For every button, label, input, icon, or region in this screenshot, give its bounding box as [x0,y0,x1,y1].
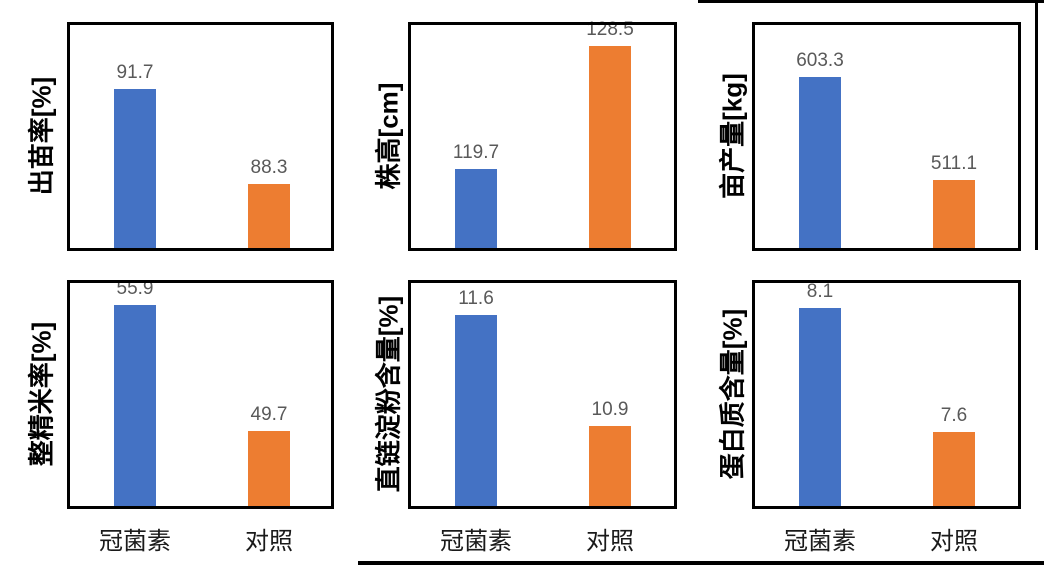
chart-protein-content[interactable]: 8.1 7.6 冠菌素 对照 [752,280,1021,555]
chart-amylose-content[interactable]: 11.6 10.9 冠菌素 对照 [408,280,677,555]
x-tick-label-treatment: 冠菌素 [784,528,856,555]
bar-treatment [799,77,841,248]
plot-border [67,280,334,509]
x-tick-label-control: 对照 [245,528,293,555]
plot-area: 119.7 128.5 [408,19,677,251]
plot-area: 11.6 10.9 [408,280,677,509]
chart-mu-yield[interactable]: 603.3 511.1 [752,22,1021,251]
bar-control [248,431,290,506]
bar-value-label: 7.6 [940,405,968,426]
bar-value-label: 55.9 [116,278,154,299]
plot-area: 8.1 7.6 [752,280,1021,509]
bar-value-label: 49.7 [250,404,288,425]
bar-value-label: 88.3 [250,157,288,178]
bar-value-label: 10.9 [591,399,629,420]
bar-control [589,426,631,506]
chart-emergence-rate[interactable]: 91.7 88.3 [67,22,334,251]
chart-head-rice-rate[interactable]: 55.9 49.7 冠菌素 对照 [67,278,334,555]
bar-control [589,46,631,248]
bar-value-label: 91.7 [116,62,154,83]
plot-border [67,22,334,251]
table-border-bottom-line [358,561,1044,565]
bar-control [933,180,975,248]
bar-treatment [114,89,156,248]
bar-value-label: 128.5 [586,19,634,40]
bar-value-label: 8.1 [806,281,834,302]
bar-treatment [455,315,497,506]
table-border-top-line [698,0,1044,3]
y-axis-title-protein-content: 蛋白质含量[%] [717,308,748,480]
plot-border [408,280,677,509]
y-axis-title-mu-yield: 亩产量[kg] [717,73,748,199]
bar-treatment [455,169,497,248]
plot-area: 55.9 49.7 [67,278,334,509]
plot-area: 603.3 511.1 [752,22,1021,251]
bar-treatment [114,305,156,506]
x-tick-label-control: 对照 [586,528,634,555]
x-tick-label-treatment: 冠菌素 [440,528,512,555]
bar-control [933,432,975,506]
bar-value-label: 119.7 [452,142,500,163]
y-axis-title-plant-height: 株高[cm] [373,82,404,190]
x-tick-label-treatment: 冠菌素 [99,528,171,555]
chart-plant-height[interactable]: 119.7 128.5 [408,19,677,251]
bar-value-label: 603.3 [796,50,844,71]
x-tick-label-control: 对照 [930,528,978,555]
y-axis-title-head-rice-rate: 整精米率[%] [26,321,57,467]
plot-area: 91.7 88.3 [67,22,334,251]
y-axis-title-emergence-rate: 出苗率[%] [26,76,57,196]
y-axis-title-amylose-content: 直链淀粉含量[%] [373,295,404,493]
table-border-right-line [1035,0,1038,250]
bar-treatment [799,308,841,506]
bar-value-label: 11.6 [458,288,494,309]
plot-border [408,22,677,251]
plot-border [752,280,1021,509]
bar-control [248,184,290,248]
bar-value-label: 511.1 [930,153,978,174]
